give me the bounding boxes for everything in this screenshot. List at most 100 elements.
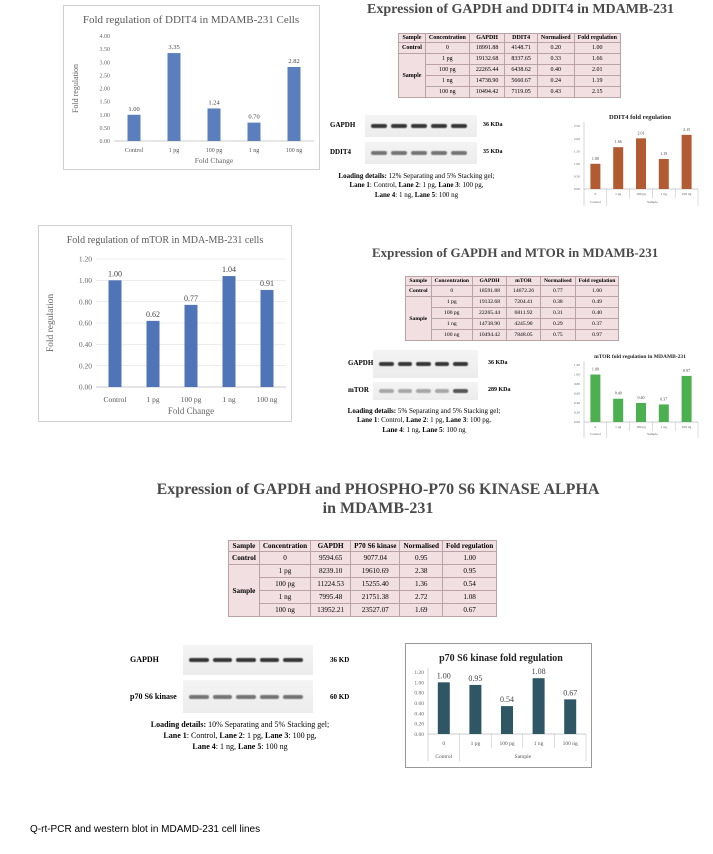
data-label: 0.62 bbox=[146, 310, 160, 319]
y-tick-label: 1.00 bbox=[574, 162, 580, 166]
y-tick-label: 2.50 bbox=[574, 124, 580, 128]
x-tick-label: 100 pg bbox=[636, 425, 646, 429]
bar bbox=[437, 682, 450, 734]
x-tick-label: 100 pg bbox=[181, 395, 202, 404]
table-cell: 14672.26 bbox=[506, 285, 542, 297]
ddit4-fold-chart: DDIT4 fold regulation 0.00 0.50 1.00 1.50 2.0… bbox=[560, 110, 702, 210]
x-tick-label: 1 ng bbox=[534, 741, 544, 747]
blot-band bbox=[212, 694, 233, 699]
bar bbox=[184, 304, 198, 387]
loading-text: Lane 3 bbox=[445, 416, 467, 425]
table-header-row: Sample Concentration GAPDH P70 S6 kinase Nor… bbox=[228, 540, 498, 552]
y-tick-label: 3.50 bbox=[100, 47, 111, 53]
data-label: 2.82 bbox=[288, 58, 299, 65]
table: Sample Concentration GAPDH P70 S6 kinase Nor… bbox=[228, 540, 498, 617]
blot-band bbox=[431, 124, 447, 128]
table-row: 1 ng 7995.48 21751.38 2.72 1.08 bbox=[229, 590, 498, 604]
gapdh-blot-label: GAPDH bbox=[348, 359, 374, 367]
data-label: 1.00 bbox=[592, 156, 599, 161]
x-tick-label: 0 bbox=[595, 425, 597, 429]
chart-svg: mTOR fold regulation in MDAMB-231 0.00 0.2… bbox=[574, 354, 699, 438]
data-label: 1.08 bbox=[532, 667, 546, 676]
table-cell: 1.00 bbox=[573, 42, 621, 54]
y-tick-label: 0.00 bbox=[79, 383, 92, 392]
ddit4-section-title: Expression of GAPDH and DDIT4 in MDAMB-2… bbox=[367, 2, 674, 17]
loading-text: 12% Separating and 5% Stacking gel; bbox=[386, 172, 495, 180]
group-label: Sample bbox=[515, 754, 532, 760]
chart-title: DDIT4 fold regulation bbox=[609, 114, 671, 121]
blot-band bbox=[453, 362, 468, 366]
table-cell: 1 pg bbox=[430, 296, 474, 308]
blot-band bbox=[371, 151, 387, 155]
column-header: GAPDH bbox=[468, 33, 506, 43]
table-row: Control 0 9594.65 9077.04 0.95 1.00 bbox=[228, 551, 498, 565]
table-cell: 100 ng bbox=[430, 329, 474, 341]
y-tick-label: 1.50 bbox=[100, 100, 111, 106]
table-cell: 1 ng bbox=[424, 75, 470, 87]
y-tick-label: 0.60 bbox=[414, 701, 424, 707]
table-cell: 0.37 bbox=[574, 318, 620, 330]
loading-text: : Control, bbox=[377, 416, 406, 425]
x-tick-label: 100 ng bbox=[257, 395, 278, 404]
loading-line: Lane 4: 1 ng, Lane 5: 100 ng bbox=[340, 426, 508, 435]
table-cell: 1.36 bbox=[399, 577, 443, 591]
data-label: 0.91 bbox=[260, 279, 274, 288]
table-cell: 100 pg bbox=[430, 307, 474, 319]
gapdh-kda-label: 36 KDa bbox=[488, 360, 508, 366]
table-cell: 0.97 bbox=[574, 329, 620, 341]
table-row: 100 ng 10494.42 7848.05 0.75 0.97 bbox=[406, 329, 620, 341]
blot-band bbox=[212, 658, 233, 662]
column-header: Normalised bbox=[536, 33, 575, 43]
loading-text: Lane 5 bbox=[422, 425, 443, 434]
loading-text: : 100 pg, bbox=[458, 181, 484, 190]
chart-title: Fold regulation of DDIT4 in MDAMB-231 Ce… bbox=[83, 14, 299, 26]
bar bbox=[207, 108, 221, 141]
y-tick-label: 0.40 bbox=[574, 401, 580, 405]
y-tick-label: 1.20 bbox=[414, 670, 424, 676]
table-row: Sample 1 pg 19132.68 7204.41 0.38 0.49 bbox=[405, 296, 620, 341]
gapdh-blot-strip bbox=[373, 350, 478, 378]
bar bbox=[681, 375, 692, 422]
table-cell: 5660.67 bbox=[504, 75, 538, 87]
loading-details: Loading details: 5% Separating and 5% St… bbox=[340, 407, 508, 435]
blot-band bbox=[411, 151, 427, 155]
loading-text: : 1 pg, bbox=[418, 181, 439, 190]
blot-band bbox=[453, 389, 468, 393]
y-tick-label: 1.50 bbox=[574, 149, 580, 153]
column-header: mTOR bbox=[506, 276, 542, 286]
table-header-row: Sample Concentration GAPDH DDIT4 Normalised F… bbox=[398, 33, 621, 43]
data-label: 0.40 bbox=[638, 395, 645, 400]
y-tick-label: 0.40 bbox=[79, 340, 92, 349]
table-cell: 0.24 bbox=[536, 75, 575, 87]
blot-band bbox=[431, 151, 447, 155]
table-cell: 100 pg bbox=[424, 64, 470, 76]
table-row: 100 pg 22265.44 6811.92 0.31 0.40 bbox=[406, 307, 620, 319]
y-tick-label: 1.20 bbox=[79, 255, 92, 264]
loading-text: : Control, bbox=[369, 181, 399, 190]
data-label: 1.00 bbox=[592, 367, 599, 372]
loading-text: Lane 3 bbox=[265, 730, 289, 740]
blot-band bbox=[434, 362, 450, 366]
sample-cell: Control bbox=[228, 551, 260, 565]
table-cell: 0 bbox=[258, 551, 312, 565]
target-blot-label: p70 S6 kinase bbox=[130, 691, 177, 701]
y-tick-label: 0.00 bbox=[574, 420, 580, 424]
x-tick-label: 1 pg bbox=[471, 741, 481, 747]
data-label: 0.54 bbox=[500, 695, 514, 704]
data-label: 1.00 bbox=[437, 671, 451, 680]
data-label: 1.24 bbox=[208, 99, 220, 106]
column-header: GAPDH bbox=[310, 540, 352, 552]
y-tick-label: 0.20 bbox=[574, 411, 580, 415]
data-label: 1.04 bbox=[222, 265, 236, 274]
blot-band bbox=[189, 694, 209, 699]
table-cell: 0.77 bbox=[540, 285, 576, 297]
blot-band bbox=[434, 389, 450, 393]
data-label: 1.00 bbox=[128, 106, 139, 113]
table-row: Sample 1 pg 8239.10 19610.69 2.38 0.95 bbox=[228, 564, 498, 617]
bar bbox=[636, 403, 646, 422]
loading-line: Loading details: 10% Separating and 5% S… bbox=[130, 720, 350, 731]
blot-band bbox=[259, 658, 280, 662]
loading-text: : 100 ng bbox=[261, 741, 288, 751]
gapdh-kda-label: 36 KD bbox=[330, 656, 350, 664]
table-cell: 19132.68 bbox=[468, 53, 506, 65]
